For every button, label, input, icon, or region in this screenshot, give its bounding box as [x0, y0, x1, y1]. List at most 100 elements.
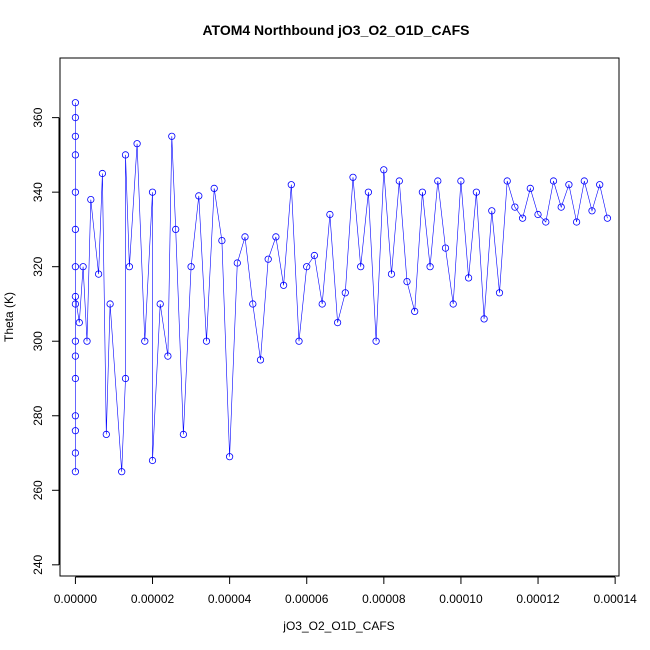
data-point [71, 374, 80, 383]
chart-title: ATOM4 Northbound jO3_O2_O1D_CAFS [202, 22, 469, 38]
y-axis: 240 260 280 300 320 340 360 [31, 107, 60, 575]
data-point [98, 169, 107, 178]
data-point [233, 259, 241, 267]
data-point [125, 263, 133, 271]
data-point [71, 132, 80, 140]
data-point [503, 177, 511, 185]
data-point [241, 233, 249, 241]
data-point [326, 210, 334, 219]
data-point [210, 184, 218, 192]
data-point [403, 277, 411, 286]
data-point [71, 337, 80, 345]
data-point [511, 203, 519, 211]
plot-frame [59, 57, 620, 577]
data-point [349, 173, 357, 181]
data-point [310, 251, 318, 260]
series-layer [71, 99, 612, 476]
data-point [488, 207, 496, 215]
data-point [333, 318, 342, 327]
data-point [272, 233, 280, 241]
data-point [341, 289, 349, 297]
x-axis: 0.00000 0.00002 0.00004 0.00006 0.00008 0.000… [54, 576, 637, 606]
x-tick-label: 0.00006 [285, 592, 329, 606]
data-point [106, 300, 114, 308]
data-point [441, 244, 450, 252]
data-point [357, 263, 365, 271]
data-point [542, 218, 550, 226]
data-point [71, 225, 80, 233]
data-point [318, 300, 326, 308]
data-point [187, 263, 195, 271]
data-point [164, 352, 172, 360]
data-point [83, 337, 91, 345]
data-point [71, 449, 80, 457]
data-point [472, 188, 480, 196]
data-point [534, 210, 542, 219]
data-point [588, 207, 596, 215]
data-point [418, 188, 426, 196]
data-point [426, 263, 434, 271]
data-point [156, 300, 164, 308]
data-point [148, 188, 157, 196]
data-point [457, 177, 465, 185]
x-tick-label: 0.00012 [516, 592, 560, 606]
data-point [387, 270, 396, 278]
data-point [364, 188, 372, 196]
data-point [526, 184, 534, 192]
y-axis-label: Theta (K) [2, 292, 16, 342]
data-point [71, 412, 80, 420]
data-point [168, 132, 176, 140]
data-point [372, 337, 380, 345]
data-point [141, 337, 149, 345]
data-point [603, 214, 612, 222]
data-point [411, 307, 419, 315]
data-point [596, 181, 604, 189]
data-point [249, 300, 257, 308]
data-point [518, 214, 527, 222]
data-point [434, 177, 442, 185]
data-point [218, 237, 226, 245]
data-point [75, 318, 83, 327]
data-point [71, 468, 80, 476]
data-point [287, 181, 295, 189]
x-tick-label: 0.00014 [593, 592, 637, 606]
data-point [449, 300, 457, 308]
x-tick-label: 0.00004 [208, 592, 252, 606]
data-point [549, 177, 558, 185]
data-point [557, 203, 565, 211]
data-point [195, 192, 203, 200]
y-tick-label: 240 [31, 554, 45, 574]
data-point [71, 300, 80, 308]
data-point [580, 177, 588, 185]
data-point [95, 270, 103, 278]
data-point [133, 140, 141, 148]
x-tick-label: 0.00000 [54, 592, 98, 606]
y-tick-label: 360 [31, 107, 45, 127]
data-point [295, 337, 303, 345]
y-tick-label: 300 [31, 331, 45, 351]
y-tick-label: 280 [31, 405, 45, 425]
data-point [480, 315, 488, 323]
y-tick-label: 320 [31, 256, 45, 276]
data-point [71, 427, 80, 435]
data-point [380, 166, 388, 174]
data-point [102, 430, 110, 438]
data-point [79, 263, 87, 271]
data-point [256, 356, 265, 364]
data-point [121, 374, 130, 383]
series-line [75, 102, 608, 472]
data-point [148, 456, 157, 465]
data-point [172, 225, 180, 233]
data-point [264, 255, 272, 263]
data-point [495, 289, 504, 297]
data-point [71, 151, 80, 159]
x-axis-label: jO3_O2_O1D_CAFS [282, 619, 394, 633]
x-tick-label: 0.00002 [131, 592, 175, 606]
data-point [71, 292, 80, 301]
data-point [464, 274, 473, 282]
x-tick-label: 0.00008 [362, 592, 406, 606]
data-point [71, 114, 80, 122]
data-point [121, 151, 130, 159]
data-point [71, 352, 80, 360]
